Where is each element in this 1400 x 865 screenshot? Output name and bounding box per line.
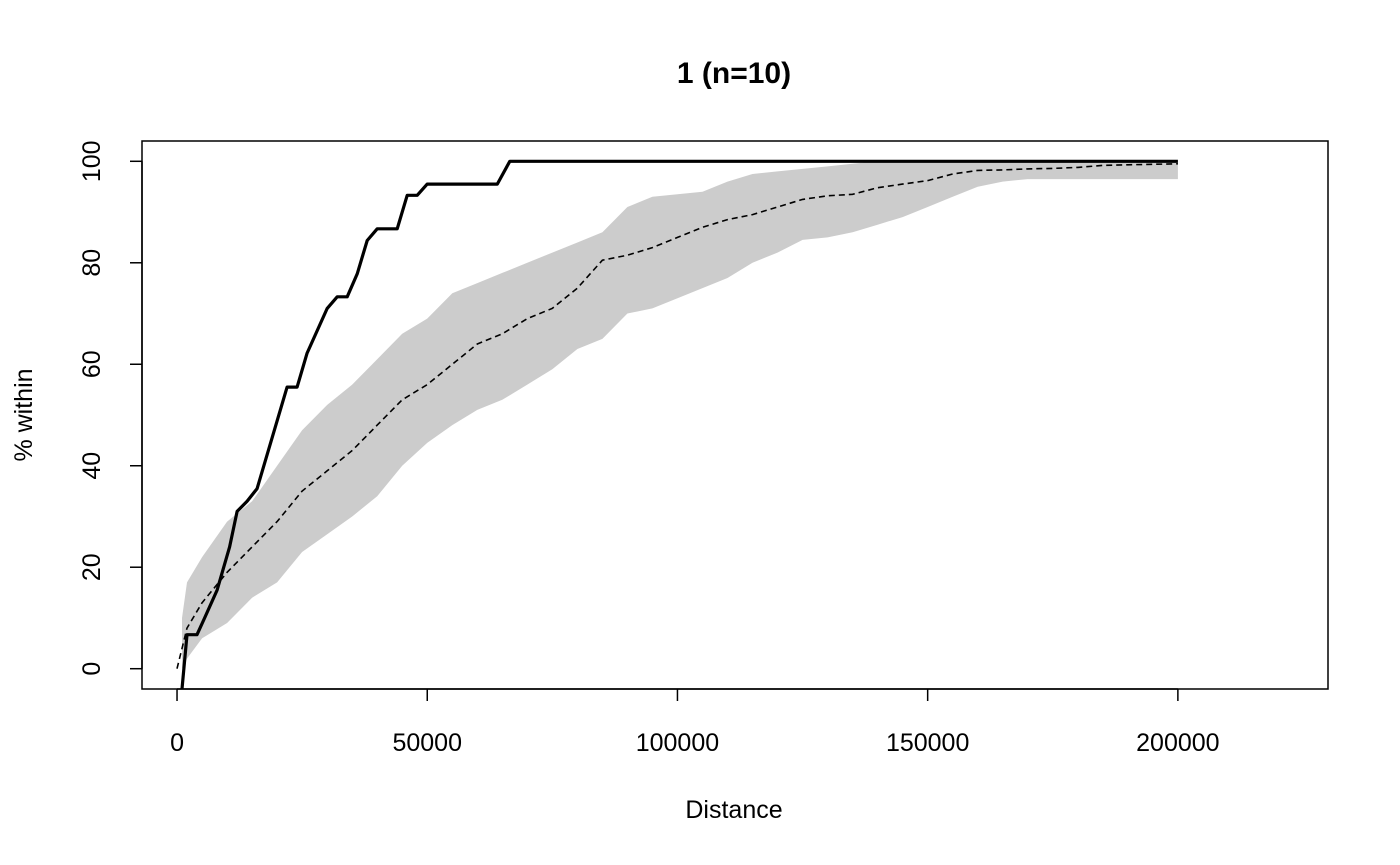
observed-series-line — [180, 159, 1178, 690]
x-tick-label: 0 — [170, 729, 184, 757]
x-tick-label: 200000 — [1136, 729, 1219, 757]
expected-series-line — [176, 163, 1178, 669]
x-axis-label: Distance — [685, 796, 782, 824]
y-tick-label: 100 — [78, 140, 106, 182]
x-axis: 0 50000 100000 150000 200000 — [170, 688, 1220, 757]
envelope-band — [182, 161, 1178, 669]
chart-title: 1 (n=10) — [677, 57, 791, 90]
x-tick-label: 150000 — [886, 729, 969, 757]
y-axis: 0 20 40 60 80 100 — [78, 140, 143, 676]
x-tick-label: 50000 — [392, 729, 462, 757]
y-tick-label: 40 — [78, 452, 106, 480]
y-tick-label: 80 — [78, 249, 106, 277]
y-tick-label: 60 — [78, 350, 106, 378]
y-tick-label: 20 — [78, 553, 106, 581]
y-axis-label: % within — [10, 368, 38, 461]
y-tick-label: 0 — [78, 662, 106, 676]
x-tick-label: 100000 — [636, 729, 719, 757]
plot-area — [176, 159, 1178, 690]
